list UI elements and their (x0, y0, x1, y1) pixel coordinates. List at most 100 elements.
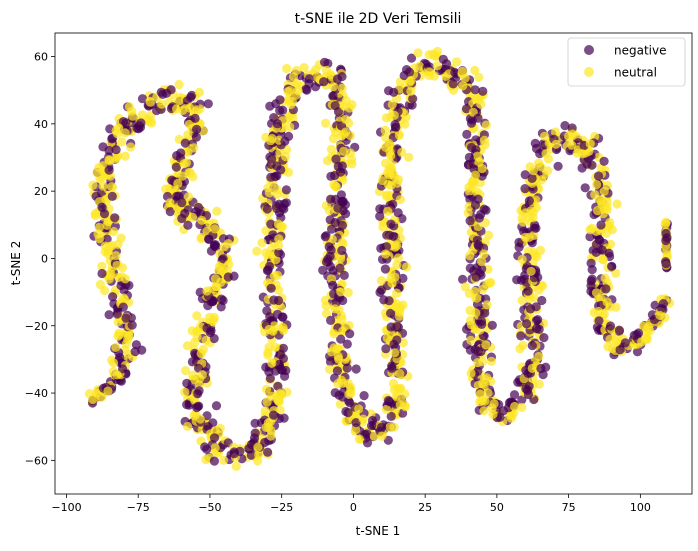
point-neutral (291, 66, 302, 76)
point-neutral (535, 245, 546, 255)
point-neutral (381, 142, 391, 152)
point-neutral (489, 399, 499, 409)
point-negative (262, 204, 272, 214)
point-negative (390, 120, 400, 130)
point-negative (337, 245, 347, 256)
point-negative (605, 321, 616, 331)
point-negative (171, 162, 181, 172)
point-negative (530, 138, 540, 148)
point-neutral (192, 105, 202, 115)
point-negative (343, 408, 353, 418)
point-neutral (328, 134, 338, 144)
point-negative (267, 154, 277, 164)
point-neutral (264, 188, 274, 198)
point-neutral (611, 268, 621, 278)
point-negative (470, 344, 480, 354)
point-negative (351, 418, 361, 428)
point-negative (223, 272, 233, 282)
point-neutral (400, 402, 411, 412)
point-neutral (117, 137, 127, 147)
point-neutral (253, 442, 263, 452)
point-neutral (113, 331, 123, 341)
point-negative (156, 87, 166, 97)
point-neutral (321, 118, 331, 128)
point-negative (473, 113, 483, 123)
point-negative (359, 391, 369, 401)
point-negative (383, 395, 393, 406)
y-axis-label: t-SNE 2 (9, 241, 23, 286)
point-neutral (479, 249, 489, 259)
point-neutral (336, 287, 346, 297)
point-neutral (529, 230, 539, 240)
point-negative (465, 263, 475, 273)
point-negative (182, 400, 192, 410)
point-neutral (378, 222, 388, 232)
point-negative (386, 308, 396, 318)
point-negative (577, 163, 587, 173)
point-negative (165, 207, 175, 217)
point-negative (277, 203, 287, 213)
x-tick-label: 100 (630, 501, 651, 514)
point-negative (465, 216, 475, 226)
point-negative (587, 160, 597, 170)
point-negative (337, 220, 347, 230)
point-neutral (181, 366, 191, 376)
point-neutral (161, 184, 171, 194)
point-neutral (184, 119, 195, 129)
point-neutral (392, 260, 402, 270)
point-negative (342, 339, 352, 349)
point-negative (512, 275, 522, 285)
point-neutral (481, 340, 491, 350)
point-neutral (486, 278, 496, 288)
point-neutral (284, 96, 294, 106)
point-neutral (655, 310, 665, 321)
point-neutral (534, 351, 544, 362)
y-tick-label: 60 (34, 51, 48, 64)
point-negative (480, 308, 490, 318)
point-neutral (261, 226, 271, 236)
point-negative (266, 219, 276, 229)
point-negative (476, 316, 487, 326)
y-tick-label: 20 (34, 185, 48, 198)
point-neutral (112, 260, 122, 270)
point-negative (331, 154, 341, 164)
point-neutral (330, 181, 340, 191)
point-neutral (404, 152, 414, 162)
point-neutral (98, 181, 108, 191)
point-negative (272, 119, 282, 129)
point-neutral (282, 63, 292, 74)
point-neutral (537, 281, 548, 291)
point-neutral (395, 369, 405, 379)
point-neutral (271, 255, 281, 265)
point-neutral (551, 139, 561, 149)
point-neutral (341, 114, 351, 124)
x-axis-ticks: −100 −75 −50 −25 0 25 50 75 100 (51, 494, 651, 514)
point-neutral (479, 406, 489, 416)
point-neutral (471, 308, 481, 318)
point-negative (526, 304, 536, 314)
point-negative (266, 172, 276, 182)
point-neutral (354, 434, 364, 444)
point-neutral (210, 224, 220, 234)
legend-marker-neutral (584, 67, 594, 77)
point-neutral (273, 219, 283, 229)
point-negative (265, 101, 275, 111)
point-negative (260, 437, 270, 448)
point-negative (250, 428, 260, 438)
point-negative (268, 410, 279, 420)
x-tick-label: 0 (350, 501, 357, 514)
point-neutral (212, 206, 222, 216)
point-neutral (476, 99, 486, 109)
point-neutral (414, 61, 425, 71)
point-negative (203, 99, 213, 109)
point-neutral (94, 162, 104, 173)
point-negative (318, 265, 328, 275)
point-neutral (475, 389, 485, 399)
point-negative (323, 254, 333, 264)
point-neutral (391, 391, 401, 402)
point-neutral (386, 329, 396, 339)
point-negative (326, 315, 336, 325)
point-neutral (261, 384, 272, 394)
point-neutral (466, 368, 476, 378)
point-neutral (475, 397, 485, 407)
